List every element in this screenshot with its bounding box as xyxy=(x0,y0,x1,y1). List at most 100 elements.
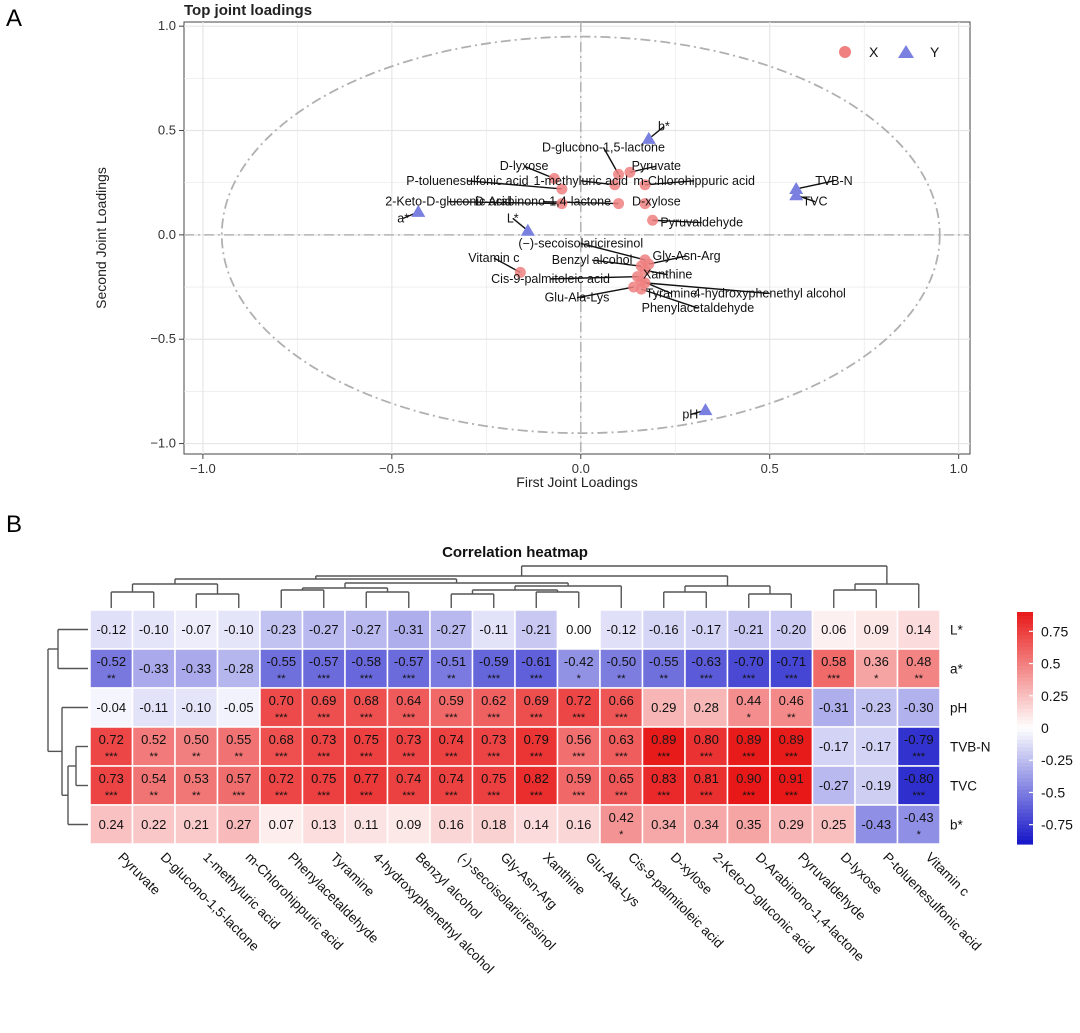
x-tick-label: −1.0 xyxy=(190,461,216,476)
heatmap-cell-l-p-toluenesulfonic-acid xyxy=(854,609,899,650)
heatmap-significance: ** xyxy=(787,712,796,724)
heatmap-value: 0.70 xyxy=(269,693,294,708)
heatmap-significance: ** xyxy=(192,751,201,763)
heatmap-value: 0.07 xyxy=(269,817,294,832)
heatmap-value: -0.28 xyxy=(224,661,254,676)
colorbar-segment xyxy=(1017,774,1033,779)
point-2-keto-d-gluconic-acid xyxy=(556,198,568,210)
heatmap-value: 0.74 xyxy=(439,732,464,747)
point-label-pyruvaldehyde: Pyruvaldehyde xyxy=(660,216,743,230)
colorbar-segment xyxy=(1017,735,1033,741)
heatmap-cell-tvb-n-p-toluenesulfonic-acid xyxy=(854,726,899,767)
heatmap-value: 0.53 xyxy=(184,771,209,786)
heatmap-significance: *** xyxy=(530,790,544,802)
heatmap-value: -0.27 xyxy=(309,622,339,637)
heatmap-value: -0.19 xyxy=(861,778,891,793)
heatmap-value: 0.24 xyxy=(99,817,124,832)
row-dendrogram xyxy=(47,628,88,826)
heatmap-value: 0.06 xyxy=(821,622,846,637)
leader-line-2-keto-d-gluconic-acid xyxy=(448,200,562,205)
heatmap-value: 0.14 xyxy=(524,817,549,832)
heatmap-significance: *** xyxy=(105,751,119,763)
point-pyruvaldehyde xyxy=(647,214,659,226)
colorbar-segment xyxy=(1017,612,1033,617)
heatmap-significance: ** xyxy=(659,673,668,685)
point-1-methyluric-acid xyxy=(609,179,621,191)
colorbar-segment xyxy=(1017,697,1033,702)
colorbar-segment xyxy=(1017,778,1033,783)
heatmap-cell-l-2-keto-d-gluconic-acid xyxy=(684,609,729,650)
heatmap-significance: *** xyxy=(572,790,586,802)
colorbar-segment xyxy=(1017,809,1033,814)
colorbar-segment xyxy=(1017,805,1033,810)
point-label-tyramine: Tyramine xyxy=(646,286,697,300)
colorbar-segment xyxy=(1017,840,1033,845)
heatmap-cell-a-glu-ala-lys xyxy=(556,648,601,689)
heatmap-value: 0.11 xyxy=(354,817,378,832)
heatmap-cell-a-d-arabinono-1-4-lactone xyxy=(726,648,771,689)
colorbar-tick-label: 0 xyxy=(1041,720,1049,736)
colorbar-segment xyxy=(1017,755,1033,760)
heatmap-value: 0.80 xyxy=(694,732,719,747)
point-label-d-lyxose: D-lyxose xyxy=(500,159,549,173)
heatmap-value: 0.46 xyxy=(779,693,804,708)
heatmap-value: 0.29 xyxy=(651,700,676,715)
heatmap-cell-a-pyruvaldehyde xyxy=(769,648,814,689)
heatmap-cell-tvb-n-benzyl-alcohol xyxy=(386,726,431,767)
heatmap-cell-b-4-hydroxyphenethyl-alcohol xyxy=(344,804,389,845)
heatmap-significance: *** xyxy=(360,751,374,763)
heatmap-cell-l-d-glucono-1-5-lactone xyxy=(131,609,176,650)
heatmap-value: 0.52 xyxy=(141,732,166,747)
heatmap-value: 0.72 xyxy=(99,732,124,747)
heatmap-value: -0.23 xyxy=(861,700,891,715)
heatmap-value: -0.20 xyxy=(776,622,806,637)
heatmap-significance: *** xyxy=(487,673,501,685)
heatmap-value: 0.09 xyxy=(864,622,889,637)
colorbar-tick-label: -0.75 xyxy=(1041,817,1073,833)
heatmap-cell-tvb-n-2-keto-d-gluconic-acid xyxy=(684,726,729,767)
heatmap-value: 0.73 xyxy=(311,732,336,747)
heatmap-value: -0.17 xyxy=(819,739,849,754)
legend-marker-x xyxy=(839,46,851,58)
point-tvb-n xyxy=(789,181,804,194)
point-l xyxy=(520,223,535,236)
colorbar-segment xyxy=(1017,766,1033,772)
leader-line-m-chlorohippuric-acid xyxy=(644,180,695,186)
heatmap-cell-l-tyramine xyxy=(301,609,346,650)
heatmap-significance: ** xyxy=(107,673,116,685)
heatmap-significance: *** xyxy=(445,790,459,802)
colorbar-segment xyxy=(1017,693,1033,698)
heatmap-value: -0.50 xyxy=(606,654,636,669)
point-d-arabinono-1-4-lactone xyxy=(613,198,625,210)
heatmap-value: -0.17 xyxy=(861,739,891,754)
point-label-p-toluenesulfonic-acid: P-toluenesulfonic acid xyxy=(406,174,528,188)
heatmap-significance: ** xyxy=(192,790,201,802)
point-tvc xyxy=(789,188,804,201)
heatmap-cell-b-cis-9-palmitoleic-acid xyxy=(599,804,644,845)
colorbar-segment xyxy=(1017,689,1033,694)
heatmap-value: -0.21 xyxy=(734,622,764,637)
colorbar-segment xyxy=(1017,743,1033,748)
heatmap-value: 0.00 xyxy=(566,622,591,637)
heatmap-value: -0.10 xyxy=(181,700,211,715)
heatmap-cell-a-d-glucono-1-5-lactone xyxy=(131,648,176,689)
heatmap-value: -0.51 xyxy=(436,654,466,669)
heatmap-cell-ph-4-hydroxyphenethyl-alcohol xyxy=(344,687,389,728)
point-d-lyxose xyxy=(548,173,560,185)
heatmap-significance: *** xyxy=(445,751,459,763)
heatmap-significance: *** xyxy=(445,712,459,724)
row-label-l: L* xyxy=(950,623,964,638)
heatmap-value: 0.29 xyxy=(779,817,804,832)
heatmap-significance: *** xyxy=(105,790,119,802)
heatmap-cell-tvb-n-glu-ala-lys xyxy=(556,726,601,767)
legend-marker-y xyxy=(898,45,914,58)
colorbar-segment xyxy=(1017,708,1033,714)
point-d-xylose xyxy=(639,198,651,210)
heatmap-value: 0.63 xyxy=(609,732,634,747)
heatmap-value: 0.09 xyxy=(396,817,421,832)
heatmap-value: -0.42 xyxy=(564,654,594,669)
heatmap-significance: *** xyxy=(742,790,756,802)
point-label-secoisolariciresinol: (−)-secoisolariciresinol xyxy=(518,236,643,250)
heatmap-cell-tvb-n-tyramine xyxy=(301,726,346,767)
heatmap-value: -0.59 xyxy=(479,654,509,669)
